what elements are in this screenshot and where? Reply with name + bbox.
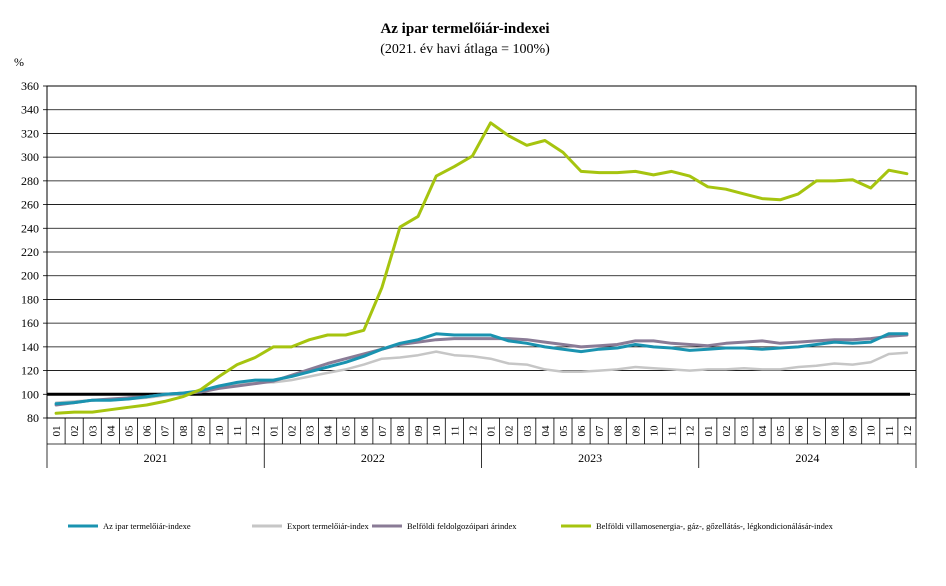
x-tick-label-month: 02 <box>721 426 733 437</box>
x-tick-label-month: 03 <box>522 425 534 437</box>
x-tick-label-month: 01 <box>703 426 715 437</box>
x-tick-label-month: 08 <box>178 425 190 437</box>
x-tick-label-month: 04 <box>323 425 335 437</box>
x-tick-label-month: 05 <box>123 425 135 437</box>
x-tick-label-month: 04 <box>105 425 117 437</box>
x-tick-label-month: 12 <box>467 426 479 437</box>
x-tick-label-month: 08 <box>830 425 842 437</box>
x-tick-label-month: 06 <box>576 425 588 437</box>
x-tick-label-year: 2024 <box>795 451 819 465</box>
x-tick-label-month: 06 <box>142 425 154 437</box>
x-tick-label-month: 11 <box>667 426 679 437</box>
x-tick-label-month: 01 <box>268 426 280 437</box>
x-tick-label-month: 12 <box>250 426 262 437</box>
y-tick-label: 160 <box>21 316 39 330</box>
x-tick-label-month: 09 <box>413 425 425 437</box>
y-tick-label: 240 <box>21 221 39 235</box>
x-tick-label-month: 11 <box>884 426 896 437</box>
x-tick-label-month: 11 <box>449 426 461 437</box>
x-tick-label-month: 10 <box>866 425 878 437</box>
x-tick-label-month: 07 <box>594 425 606 437</box>
legend-label: Belföldi villamosenergia-, gáz-, gőzellá… <box>596 521 834 531</box>
legend-label: Belföldi feldolgozóipari árindex <box>407 521 517 531</box>
series-line-4 <box>54 121 909 415</box>
x-tick-label-year: 2021 <box>144 451 168 465</box>
y-tick-label: 180 <box>21 292 39 306</box>
x-tick-label-month: 03 <box>87 425 99 437</box>
x-tick-label-month: 10 <box>648 425 660 437</box>
legend: Az ipar termelőiár-indexe Export termelői… <box>68 521 834 531</box>
x-tick-label-month: 05 <box>341 425 353 437</box>
y-tick-label: 200 <box>21 269 39 283</box>
y-tick-label: 140 <box>21 340 39 354</box>
x-tick-label-month: 09 <box>848 425 860 437</box>
y-tick-label: 320 <box>21 126 39 140</box>
x-tick-label-month: 07 <box>160 425 172 437</box>
y-tick-label: 80 <box>27 411 39 425</box>
y-tick-label: 260 <box>21 198 39 212</box>
y-tick-label: 100 <box>21 387 39 401</box>
x-tick-label-month: 02 <box>504 426 516 437</box>
x-tick-label-month: 05 <box>775 425 787 437</box>
x-tick-label-month: 03 <box>305 425 317 437</box>
x-tick-label-month: 03 <box>739 425 751 437</box>
y-tick-label: 220 <box>21 245 39 259</box>
y-tick-label: 300 <box>21 150 39 164</box>
y-tick-label: 360 <box>21 79 39 93</box>
x-tick-label-month: 04 <box>540 425 552 437</box>
x-tick-label-month: 01 <box>51 426 63 437</box>
x-tick-label-month: 09 <box>630 425 642 437</box>
x-tick-label-month: 07 <box>811 425 823 437</box>
series-lines <box>54 121 909 415</box>
x-tick-label-month: 02 <box>69 426 81 437</box>
x-tick-label-month: 11 <box>232 426 244 437</box>
x-tick-label-year: 2022 <box>361 451 385 465</box>
x-tick-label-month: 06 <box>793 425 805 437</box>
x-tick-label-month: 12 <box>685 426 697 437</box>
x-tick-label-month: 12 <box>902 426 914 437</box>
x-tick-label-month: 01 <box>486 426 498 437</box>
legend-label: Export termelőiár-index <box>287 521 369 531</box>
chart-subtitle: (2021. év havi átlaga = 100%) <box>380 42 550 57</box>
x-axis: 01 02 03 04 05 06 07 08 09 10 11 12 01 02 03 04 05 06 07 08… <box>46 418 917 468</box>
y-axis-label: % <box>14 55 24 69</box>
y-tick-label: 340 <box>21 103 39 117</box>
x-tick-label-month: 06 <box>359 425 371 437</box>
y-axis-ticks: 80 100 120 140 160 180 200 220 240 260 280 300 320 34… <box>21 79 47 425</box>
x-tick-label-month: 08 <box>395 425 407 437</box>
x-tick-label-month: 09 <box>196 425 208 437</box>
chart-title: Az ipar termelőiár-indexei <box>380 21 549 37</box>
x-tick-label-month: 10 <box>214 425 226 437</box>
x-tick-label-month: 04 <box>757 425 769 437</box>
y-tick-label: 120 <box>21 364 39 378</box>
x-tick-label-month: 05 <box>558 425 570 437</box>
x-tick-label-month: 02 <box>286 426 298 437</box>
x-tick-label-month: 10 <box>431 425 443 437</box>
x-tick-label-month: 07 <box>377 425 389 437</box>
y-tick-label: 280 <box>21 174 39 188</box>
x-tick-label-month: 08 <box>612 425 624 437</box>
x-tick-label-year: 2023 <box>578 451 602 465</box>
legend-label: Az ipar termelőiár-indexe <box>103 521 191 531</box>
